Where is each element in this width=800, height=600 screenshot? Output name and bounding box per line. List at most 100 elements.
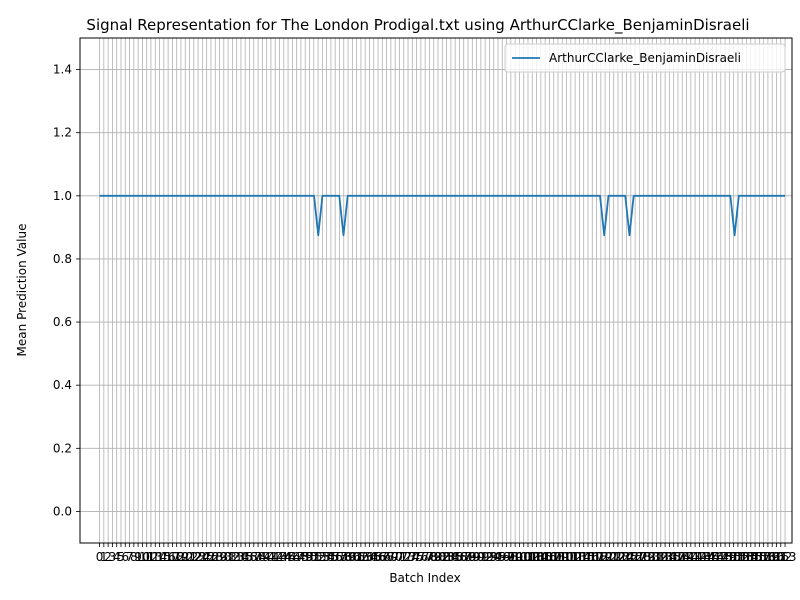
- legend: ArthurCClarke_BenjaminDisraeli: [504, 43, 786, 73]
- legend-entry-label: ArthurCClarke_BenjaminDisraeli: [549, 51, 741, 65]
- x-tick-label: 88: [460, 550, 475, 564]
- x-tick-label: 128: [628, 550, 651, 564]
- x-tick-label: 151: [722, 550, 745, 564]
- x-tick-label: 134: [654, 550, 677, 564]
- x-tick-label: 89: [465, 550, 480, 564]
- x-tick-label: 127: [624, 550, 647, 564]
- x-tick-label: 156: [744, 550, 767, 564]
- x-tick-label: 121: [598, 550, 621, 564]
- x-tick-label: 140: [675, 550, 698, 564]
- x-tick-label: 32: [225, 550, 240, 564]
- x-tick-label: 0: [96, 550, 104, 564]
- x-tick-label: 38: [250, 550, 265, 564]
- x-tick-label: 42: [268, 550, 283, 564]
- y-gridlines: [80, 69, 792, 512]
- x-tick-label: 98: [503, 550, 518, 564]
- x-tick-label: 137: [662, 550, 685, 564]
- x-tick-label: 10: [135, 550, 150, 564]
- x-tick-label: 130: [637, 550, 660, 564]
- x-tick-label: 129: [632, 550, 655, 564]
- x-tick-label: 83: [439, 550, 454, 564]
- plot-frame: [79, 37, 793, 544]
- x-tick-label: 132: [645, 550, 668, 564]
- x-tick-label: 135: [658, 550, 681, 564]
- x-tick-label: 68: [379, 550, 394, 564]
- x-tick-label: 44: [276, 550, 291, 564]
- x-tick-label: 122: [602, 550, 625, 564]
- x-tick-label: 154: [735, 550, 758, 564]
- y-tick-label: 0.2: [53, 441, 72, 455]
- x-tick-label: 124: [611, 550, 634, 564]
- x-tick-label: 11: [139, 550, 154, 564]
- x-tick-label: 3: [109, 550, 117, 564]
- x-tick-label: 118: [585, 550, 608, 564]
- x-tick-label: 138: [666, 550, 689, 564]
- x-tick-label: 52: [310, 550, 325, 564]
- x-tick-label: 72: [396, 550, 411, 564]
- x-tick-label: 43: [272, 550, 287, 564]
- series-layer: [99, 194, 786, 237]
- x-tick-label: 2: [104, 550, 112, 564]
- x-tick-label: 97: [499, 550, 514, 564]
- x-tick-label: 147: [705, 550, 728, 564]
- x-tick-label: 91: [473, 550, 488, 564]
- x-tick-label: 104: [525, 550, 548, 564]
- x-tick-label: 21: [182, 550, 197, 564]
- x-tick-label: 101: [512, 550, 535, 564]
- x-tick-label: 109: [547, 550, 570, 564]
- legend-box: [504, 43, 786, 73]
- x-tick-label: 15: [156, 550, 171, 564]
- x-tick-label: 33: [229, 550, 244, 564]
- y-tick-label: 1.0: [53, 189, 72, 203]
- x-tick-label: 106: [534, 550, 557, 564]
- x-tick-label-last: 163: [774, 550, 797, 564]
- x-tick-label: 51: [306, 550, 321, 564]
- x-tick-label: 40: [259, 550, 274, 564]
- x-tick-label: 5: [117, 550, 125, 564]
- x-tick-label: 63: [358, 550, 373, 564]
- x-tick-label: 131: [641, 550, 664, 564]
- x-tick-label: 103: [521, 550, 544, 564]
- x-tick-label: 87: [456, 550, 471, 564]
- x-tick-label: 86: [452, 550, 467, 564]
- x-tick-label: 19: [173, 550, 188, 564]
- y-tick-label: 1.2: [53, 126, 72, 140]
- x-tick-label: 108: [542, 550, 565, 564]
- x-tick-label: 9: [134, 550, 142, 564]
- x-tick-label: 50: [302, 550, 317, 564]
- y-tick-label: 0.4: [53, 378, 72, 392]
- x-tick-label: 6: [121, 550, 129, 564]
- x-tick-label: 85: [448, 550, 463, 564]
- y-tick-label: 0.0: [53, 504, 72, 518]
- x-tick-label: 95: [490, 550, 505, 564]
- x-tick-label: 70: [388, 550, 403, 564]
- x-tick-label: 99: [508, 550, 523, 564]
- x-tick-label: 105: [529, 550, 552, 564]
- x-tick-label: 146: [701, 550, 724, 564]
- x-tick-label: 73: [400, 550, 415, 564]
- x-gridlines: [99, 38, 786, 543]
- x-tick-label: 16: [160, 550, 175, 564]
- x-tick-label: 75: [409, 550, 424, 564]
- y-tick-label: 1.4: [53, 63, 72, 77]
- x-tick-label: 20: [178, 550, 193, 564]
- x-tick-label: 76: [413, 550, 428, 564]
- x-tick-label: 29: [212, 550, 227, 564]
- x-tick-label: 110: [551, 550, 574, 564]
- chart-title: Signal Representation for The London Pro…: [86, 16, 749, 35]
- x-tick-label: 114: [568, 550, 591, 564]
- x-tick-label: 77: [418, 550, 433, 564]
- x-tick-label: 159: [756, 550, 779, 564]
- x-tick-label: 82: [435, 550, 450, 564]
- x-tick-label: 46: [285, 550, 300, 564]
- x-tick-label: 100: [508, 550, 531, 564]
- x-tick-label: 144: [692, 550, 715, 564]
- x-tick-label: 149: [714, 550, 737, 564]
- x-tick-label: 62: [353, 550, 368, 564]
- x-tick-label: 113: [564, 550, 587, 564]
- x-axis-label: Batch Index: [389, 571, 460, 585]
- x-tick-label: 117: [581, 550, 604, 564]
- x-tick-label: 34: [233, 550, 248, 564]
